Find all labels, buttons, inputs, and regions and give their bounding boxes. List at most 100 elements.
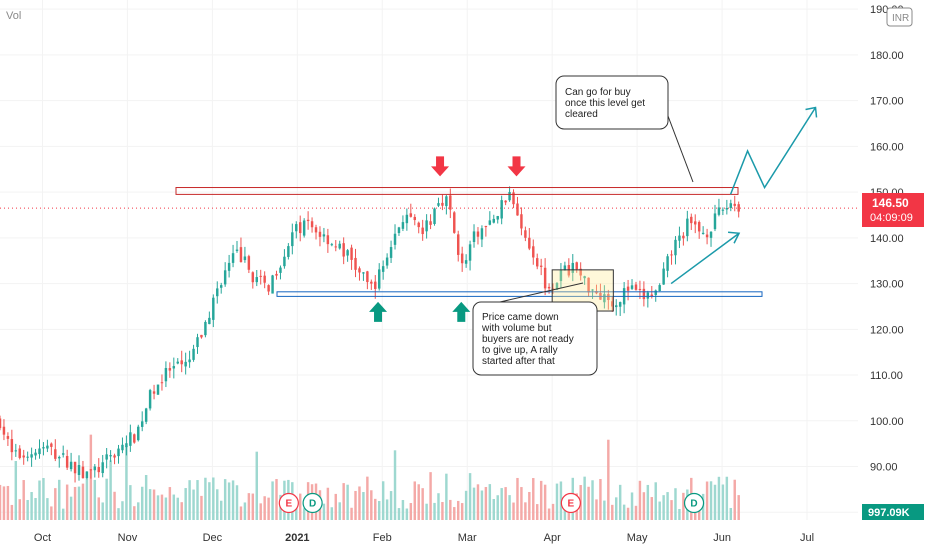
bottom-note-callout[interactable]: Price came down with volume but buyers a…: [472, 282, 598, 376]
candle-body: [729, 203, 733, 208]
earnings-badge[interactable]: E: [560, 492, 581, 514]
volume-bar: [381, 481, 385, 520]
candle-body: [381, 266, 385, 272]
candle-body: [85, 471, 89, 479]
candle-body: [208, 317, 211, 325]
candle-body: [61, 453, 65, 455]
candle-body: [579, 268, 582, 276]
candle-body: [168, 368, 172, 371]
volume-bar: [298, 493, 302, 520]
volume-bar: [326, 487, 330, 520]
badge-letter: D: [690, 499, 697, 510]
candle-body: [682, 235, 685, 239]
currency-button[interactable]: INR: [886, 7, 913, 27]
volume-bar: [259, 503, 262, 520]
volume-bar: [520, 487, 523, 520]
candle-body: [500, 200, 503, 219]
price-label-background: [862, 193, 924, 227]
candle-body: [184, 361, 187, 367]
candle-body: [235, 249, 239, 251]
volume-bar: [93, 479, 97, 520]
price-tick-label: 130.00: [870, 279, 904, 291]
candle-body: [255, 277, 258, 283]
volume-bar: [433, 502, 436, 520]
badge-circle: [560, 492, 581, 514]
down-arrow-marker[interactable]: [431, 156, 450, 177]
candle-body: [374, 281, 377, 289]
trend-arrow[interactable]: [670, 232, 740, 285]
resistance-level[interactable]: [175, 187, 739, 195]
volume-bar: [14, 460, 18, 520]
candle-body: [354, 257, 357, 270]
candle-body: [30, 454, 33, 458]
volume-bar: [144, 475, 148, 520]
candle-body: [133, 434, 136, 443]
volume-bar: [140, 486, 144, 520]
candle-body: [26, 456, 29, 458]
volume-bar: [160, 494, 164, 520]
volume-bar: [34, 498, 37, 520]
down-arrow-marker[interactable]: [507, 156, 526, 177]
volume-bar: [129, 485, 132, 520]
event-badges[interactable]: EDEDE: [278, 492, 932, 514]
candle-body: [65, 455, 69, 468]
candle-body: [453, 212, 456, 233]
volume-bar: [109, 460, 112, 520]
projection-path[interactable]: [729, 107, 817, 195]
candle-body: [496, 216, 499, 220]
price-tick-label: 110.00: [870, 370, 903, 382]
top-note-callout[interactable]: Can go for buy once this level get clear…: [555, 75, 694, 183]
top-note-pointer: [667, 115, 694, 183]
candle-body: [508, 192, 511, 201]
volume-bar: [73, 486, 77, 520]
volume-bar: [97, 497, 100, 520]
candle-body: [196, 337, 199, 348]
volume-bar: [737, 495, 740, 520]
time-axis[interactable]: Oct Nov Dec 2021 Feb Mar Apr May Jun Jul: [34, 532, 814, 544]
candle-body: [156, 384, 160, 395]
volume-bar: [717, 476, 721, 520]
badge-circle: [683, 492, 705, 514]
volume-bar: [729, 507, 733, 520]
candle-body: [334, 246, 337, 248]
up-arrow-marker[interactable]: [452, 301, 471, 322]
candle-body: [338, 243, 341, 249]
volume-bar: [275, 479, 278, 520]
candle-body: [22, 455, 25, 458]
dividend-badge[interactable]: D: [302, 492, 323, 514]
candle-body: [350, 247, 353, 260]
volume-bar: [504, 487, 507, 520]
support-level[interactable]: [276, 291, 763, 297]
candle-body: [81, 466, 85, 479]
candle-body: [393, 233, 397, 245]
volume-bar: [342, 483, 345, 520]
volume-bar: [615, 497, 618, 520]
dividend-badge[interactable]: D: [683, 492, 705, 514]
candle-body: [504, 200, 507, 203]
time-tick-label: Jul: [800, 532, 814, 544]
volume-bar: [512, 502, 515, 520]
volume-bar: [370, 490, 373, 520]
bottom-note-line-3: buyers are not ready: [482, 334, 574, 345]
horizontal-levels[interactable]: [175, 187, 763, 297]
candle-body: [484, 225, 488, 228]
earnings-badge[interactable]: E: [278, 492, 299, 514]
candle-body: [468, 244, 472, 261]
volume-bar: [409, 503, 413, 520]
volume-bar: [156, 495, 160, 520]
candle-body: [524, 230, 527, 238]
volume-bar: [334, 493, 337, 520]
volume-bar: [539, 480, 543, 520]
candle-body: [318, 231, 322, 237]
candle-body: [717, 207, 721, 215]
candle-body: [626, 286, 630, 291]
candle-body: [342, 243, 345, 257]
candle-body: [476, 231, 480, 237]
volume-bar: [532, 478, 535, 520]
volume-bar: [607, 439, 610, 520]
candle-body: [456, 234, 460, 255]
volume-bar: [733, 479, 736, 520]
up-arrow-marker[interactable]: [369, 301, 388, 322]
candle-body: [615, 305, 618, 308]
